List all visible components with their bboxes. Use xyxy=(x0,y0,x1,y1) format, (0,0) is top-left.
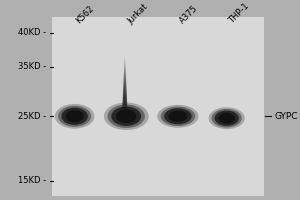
Ellipse shape xyxy=(124,76,126,81)
Ellipse shape xyxy=(65,110,84,122)
Ellipse shape xyxy=(124,64,126,68)
Ellipse shape xyxy=(104,102,148,130)
Ellipse shape xyxy=(212,109,242,127)
Ellipse shape xyxy=(61,108,88,125)
Ellipse shape xyxy=(124,72,126,77)
Ellipse shape xyxy=(124,74,126,79)
Ellipse shape xyxy=(123,88,127,93)
Ellipse shape xyxy=(116,109,136,123)
Ellipse shape xyxy=(123,81,126,86)
Ellipse shape xyxy=(123,97,127,102)
Ellipse shape xyxy=(157,105,199,128)
Ellipse shape xyxy=(218,113,235,124)
Ellipse shape xyxy=(123,80,126,84)
Text: Jurkat: Jurkat xyxy=(126,2,150,26)
Ellipse shape xyxy=(124,67,126,72)
Ellipse shape xyxy=(123,87,127,91)
Ellipse shape xyxy=(122,104,128,109)
Ellipse shape xyxy=(55,104,94,129)
Ellipse shape xyxy=(123,85,127,90)
Ellipse shape xyxy=(122,103,127,107)
Ellipse shape xyxy=(124,60,125,65)
Ellipse shape xyxy=(123,78,126,83)
Ellipse shape xyxy=(164,108,192,124)
Ellipse shape xyxy=(108,105,145,128)
Ellipse shape xyxy=(208,107,245,129)
Ellipse shape xyxy=(123,83,126,88)
Text: 15KD -: 15KD - xyxy=(18,176,46,185)
Ellipse shape xyxy=(123,92,127,97)
Bar xyxy=(52,17,264,196)
Text: K562: K562 xyxy=(75,4,96,26)
Ellipse shape xyxy=(122,101,127,106)
Ellipse shape xyxy=(123,90,127,95)
Text: THP-1: THP-1 xyxy=(227,2,250,26)
Ellipse shape xyxy=(123,96,127,100)
Text: GYPC: GYPC xyxy=(274,112,298,121)
Ellipse shape xyxy=(111,107,141,126)
Ellipse shape xyxy=(124,58,125,63)
Ellipse shape xyxy=(124,62,125,67)
Ellipse shape xyxy=(124,69,126,74)
Ellipse shape xyxy=(168,111,188,122)
Ellipse shape xyxy=(124,65,126,70)
Text: A375: A375 xyxy=(178,4,200,26)
Ellipse shape xyxy=(161,107,195,126)
Ellipse shape xyxy=(214,111,239,126)
Text: 25KD -: 25KD - xyxy=(18,112,46,121)
Ellipse shape xyxy=(124,71,126,75)
Ellipse shape xyxy=(122,99,127,104)
Text: 40KD -: 40KD - xyxy=(18,28,46,37)
Text: 35KD -: 35KD - xyxy=(18,62,46,71)
Ellipse shape xyxy=(58,106,91,127)
Ellipse shape xyxy=(123,94,127,99)
